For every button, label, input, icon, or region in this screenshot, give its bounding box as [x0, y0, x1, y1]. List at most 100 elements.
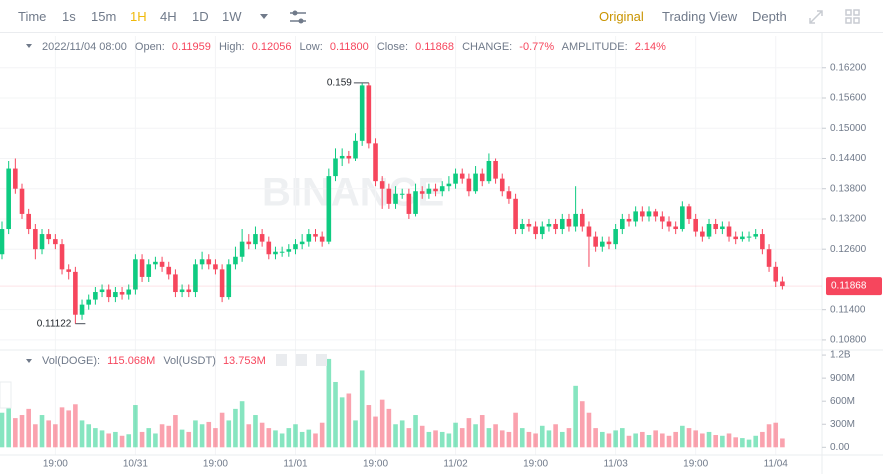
- candle-body: [386, 188, 392, 204]
- interval[interactable]: Time: [18, 9, 47, 24]
- value: 0.11959: [172, 41, 211, 53]
- y-tick-label: 0.10800: [830, 335, 867, 346]
- volume-bar: [593, 428, 598, 448]
- candle-body: [133, 259, 138, 290]
- candle-body: [206, 259, 212, 265]
- volume-bar: [259, 422, 265, 448]
- collapse-icon[interactable]: [26, 44, 32, 48]
- toolbar: Time 1s 15m 1H 4H 1D 1W Original Trading…: [0, 0, 883, 33]
- candle-body: [579, 213, 585, 227]
- volume-bar: [766, 424, 772, 448]
- volume-bar: [559, 431, 565, 448]
- value: 0.12056: [252, 41, 292, 53]
- candle-body: [293, 244, 298, 250]
- candle-body: [459, 173, 465, 179]
- volume-bar: [693, 430, 698, 448]
- candle-body: [700, 231, 705, 237]
- candle-body: [766, 249, 772, 267]
- candle-body: [226, 264, 232, 298]
- volume-bar: [433, 430, 438, 448]
- candle-body: [273, 251, 278, 255]
- volume-bar: [353, 420, 358, 448]
- y-tick-label: 1.2B: [830, 350, 851, 361]
- value: 13.753M: [223, 355, 266, 367]
- volume-bar: [459, 428, 465, 448]
- interval[interactable]: 1s: [62, 9, 76, 24]
- interval-active[interactable]: 1H: [130, 9, 147, 24]
- label: CHANGE:: [462, 41, 512, 53]
- interval[interactable]: 4H: [160, 9, 177, 24]
- label: High:: [219, 41, 245, 53]
- candle-body: [746, 236, 752, 238]
- last-price-box: [826, 277, 882, 296]
- candle-body: [13, 168, 18, 189]
- legend-icons[interactable]: [276, 354, 327, 366]
- x-tick-label: 11/04: [764, 459, 789, 470]
- volume-bar: [379, 399, 385, 448]
- side-toggle[interactable]: [0, 381, 12, 409]
- toolbar-icons[interactable]: [258, 10, 308, 24]
- volume-bar: [393, 424, 398, 448]
- candle-body: [193, 264, 198, 293]
- interval[interactable]: 1D: [192, 9, 209, 24]
- volume-bar: [286, 428, 292, 448]
- volume-bar: [439, 431, 445, 448]
- candle-body: [366, 85, 372, 144]
- candle-body: [66, 269, 71, 272]
- candle-body: [753, 234, 759, 237]
- candle-body: [59, 244, 65, 270]
- candle-body: [179, 289, 185, 293]
- candle-body: [153, 261, 158, 265]
- candle-body: [46, 234, 51, 240]
- volume-bar: [546, 430, 552, 448]
- volume-bar: [119, 435, 125, 448]
- candle-body: [359, 85, 365, 141]
- collapse-icon[interactable]: [26, 359, 32, 363]
- y-tick-label: 0.13800: [830, 183, 867, 194]
- candle-body: [626, 218, 632, 222]
- y-tick-label: 0.14400: [830, 153, 867, 164]
- volume-bar: [600, 431, 605, 448]
- candle-body: [633, 211, 638, 222]
- candle-body: [600, 241, 605, 247]
- y-tick-label: 0.16200: [830, 62, 867, 73]
- volume-legend: Vol(DOGE): 115.068M Vol(USDT) 13.753M: [42, 355, 266, 367]
- volume-bar: [733, 437, 738, 448]
- volume-bar: [139, 431, 145, 448]
- volume-bar: [339, 397, 345, 448]
- candle-body: [326, 176, 332, 242]
- volume-bar: [99, 430, 105, 448]
- candle-body: [259, 234, 265, 242]
- last-price-label: 0.11868: [831, 281, 867, 292]
- candle-body: [780, 281, 785, 287]
- volume-bar: [660, 433, 665, 448]
- candle-body: [539, 226, 545, 235]
- volume-bar: [193, 420, 198, 448]
- value: 0.11868: [415, 41, 454, 53]
- candle-body: [433, 188, 438, 192]
- volume-bar: [773, 422, 779, 448]
- interval[interactable]: 1W: [222, 9, 242, 24]
- volume-bar: [59, 407, 65, 448]
- label: Open:: [135, 41, 165, 53]
- interval[interactable]: 15m: [91, 9, 117, 24]
- candle-body: [640, 211, 645, 217]
- volume-bar: [219, 412, 225, 448]
- view[interactable]: Trading View: [662, 9, 738, 24]
- x-tick-label: 19:00: [203, 459, 228, 470]
- candle-body: [686, 206, 692, 219]
- view-active[interactable]: Original: [599, 9, 644, 24]
- candle-body: [99, 289, 105, 293]
- view[interactable]: Depth: [752, 9, 787, 24]
- candle-body: [553, 223, 558, 230]
- volume-bar: [126, 434, 132, 448]
- volume-bar: [713, 435, 718, 448]
- candle-body: [466, 178, 472, 192]
- candle-body: [106, 289, 112, 298]
- volume-bar: [159, 424, 165, 448]
- candle-body: [253, 234, 258, 245]
- window-icons[interactable]: [808, 8, 878, 26]
- volume-bar: [539, 425, 545, 448]
- candle-body: [126, 289, 132, 295]
